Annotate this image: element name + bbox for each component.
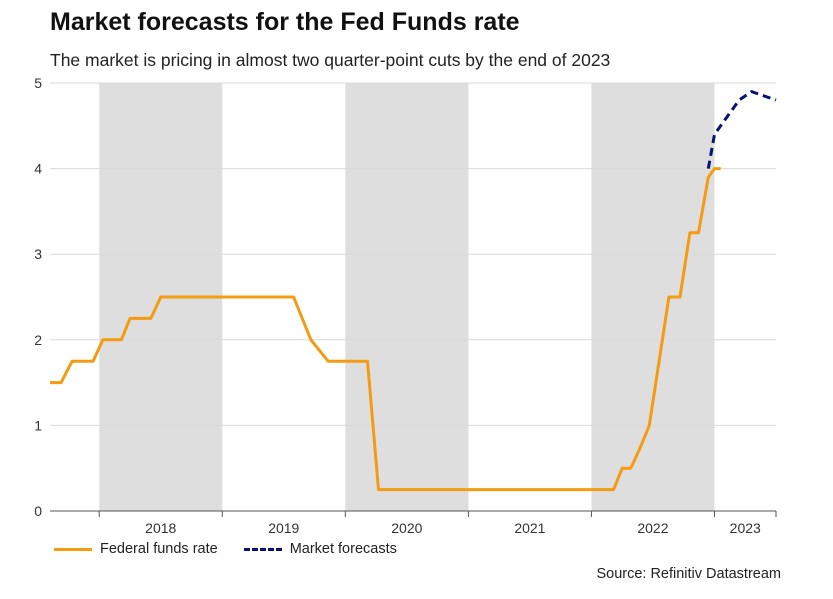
x-tick-label-2023: 2023 bbox=[730, 520, 761, 536]
legend-item-federal-funds-rate: Federal funds rate bbox=[54, 541, 218, 557]
x-tick-label-2021: 2021 bbox=[514, 520, 545, 536]
source-note: Source: Refinitiv Datastream bbox=[596, 566, 781, 582]
y-tick-label-1: 1 bbox=[34, 417, 42, 433]
y-tick-label-5: 5 bbox=[34, 75, 42, 91]
series-lines bbox=[50, 90, 777, 492]
legend-swatch-federal-funds-rate bbox=[54, 547, 92, 551]
y-tick-label-2: 2 bbox=[34, 332, 42, 348]
legend-label-market-forecasts: Market forecasts bbox=[289, 541, 397, 557]
chart-title: Market forecasts for the Fed Funds rate bbox=[50, 8, 520, 36]
y-axis-ticks: 0 1 2 3 4 5 bbox=[34, 75, 42, 519]
x-tick-label-2018: 2018 bbox=[145, 520, 176, 536]
y-tick-label-3: 3 bbox=[34, 246, 42, 262]
x-tick-label-2022: 2022 bbox=[637, 520, 668, 536]
x-tick-label-2019: 2019 bbox=[268, 520, 299, 536]
y-tick-label-0: 0 bbox=[34, 503, 42, 519]
chart-subtitle: The market is pricing in almost two quar… bbox=[50, 50, 611, 70]
legend-swatch-market-forecasts bbox=[243, 547, 282, 551]
series-line-federal-funds-rate bbox=[50, 167, 721, 492]
legend: Federal funds rate Market forecasts bbox=[54, 541, 423, 557]
series-line-market-forecasts bbox=[706, 90, 777, 169]
year-shading bbox=[99, 83, 715, 511]
year-band-2022 bbox=[591, 83, 715, 511]
y-tick-label-4: 4 bbox=[34, 161, 42, 177]
x-tick-label-2020: 2020 bbox=[391, 520, 422, 536]
legend-label-federal-funds-rate: Federal funds rate bbox=[100, 541, 218, 557]
grid bbox=[50, 82, 776, 426]
year-band-2020 bbox=[345, 83, 469, 511]
x-axis-ticks: 2018 2019 2020 2021 2022 2023 bbox=[98, 511, 777, 536]
legend-item-market-forecasts: Market forecasts bbox=[243, 541, 397, 557]
